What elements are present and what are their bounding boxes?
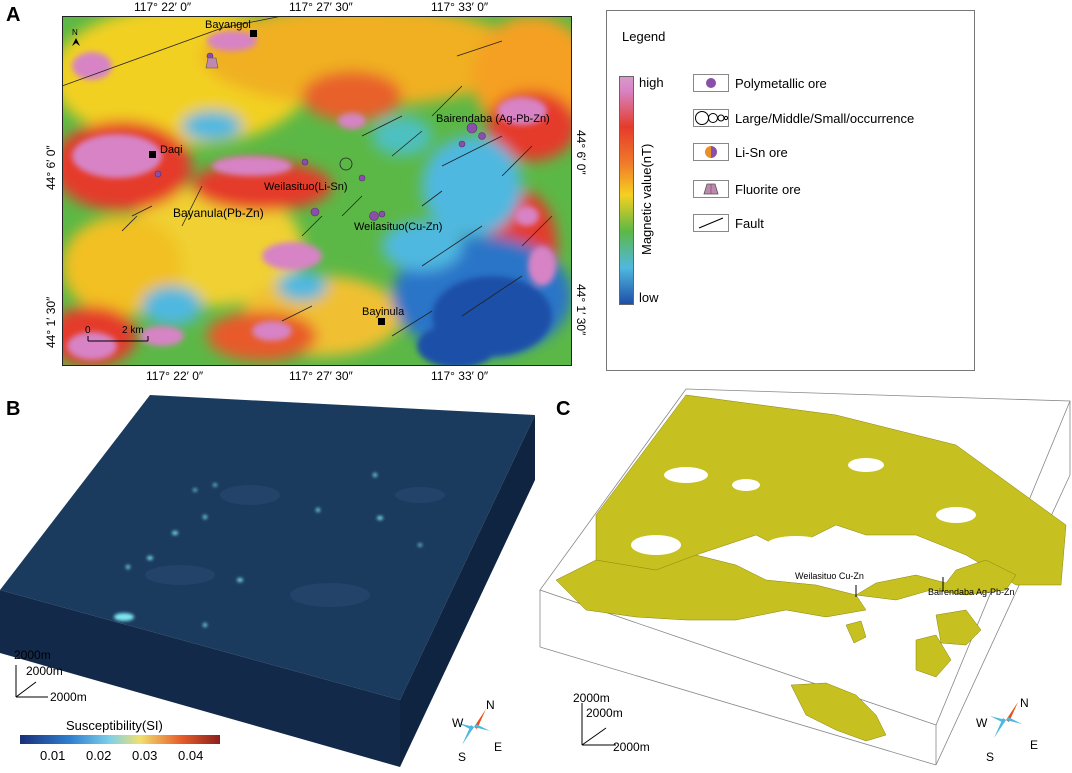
map-scale-bar: 0 2 km <box>85 325 149 342</box>
map-right-coord-1: 44° 6′ 0″ <box>574 130 588 175</box>
colorbar-title: Magnetic value(nT) <box>639 143 654 255</box>
b-scale-depth: 2000m <box>26 664 63 678</box>
panel-label-b: B <box>6 398 21 420</box>
map-bottom-coord-1: 117° 22′ 0″ <box>146 369 204 383</box>
svg-text:0: 0 <box>85 325 91 336</box>
b-compass-e: E <box>494 740 503 754</box>
b-tick-4: 0.04 <box>178 748 204 763</box>
legend-panel: Legend high low Magnetic value(nT) Polym… <box>606 10 975 371</box>
place-bayanula: Bayanula(Pb-Zn) <box>173 206 264 220</box>
purple-dot-icon <box>693 74 729 92</box>
map-left-coord-2: 44° 1′ 30″ <box>44 296 58 348</box>
panel-label-a: A <box>6 4 21 26</box>
b-compass-n: N <box>486 698 495 712</box>
circles-size-icon <box>693 109 729 127</box>
b-compass-s: S <box>458 750 467 764</box>
b-scale-vertical: 2000m <box>14 648 51 662</box>
b-tick-1: 0.01 <box>40 748 66 763</box>
c-scale-vertical: 2000m <box>573 691 610 705</box>
legend-title: Legend <box>622 29 666 44</box>
b-tick-3: 0.03 <box>132 748 158 763</box>
map-right-coord-2: 44° 1′ 30″ <box>574 284 588 336</box>
place-bayinula: Bayinula <box>362 306 405 318</box>
magnetic-anomaly-map: Bayangol Daqi Bayinula Bairendaba (Ag-Pb… <box>62 16 572 366</box>
legend-item-fluorite: Fluorite ore <box>693 180 801 198</box>
b-colorbar-title: Susceptibility(SI) <box>66 718 163 733</box>
compass-b-icon <box>458 709 490 745</box>
c-scale-depth: 2000m <box>586 706 623 720</box>
place-weilasituo-lisn: Weilasituo(Li-Sn) <box>264 181 348 193</box>
map-left-coord-1: 44° 6′ 0″ <box>44 145 58 190</box>
place-bairendaba: Bairendaba (Ag-Pb-Zn) <box>436 113 550 125</box>
b-tick-2: 0.02 <box>86 748 112 763</box>
svg-text:N: N <box>72 28 78 37</box>
magnetic-colorbar <box>619 76 634 305</box>
svg-text:2 km: 2 km <box>122 325 144 336</box>
north-arrow-icon: N <box>72 28 80 46</box>
b-compass-w: W <box>452 716 464 730</box>
place-bayangol: Bayangol <box>205 19 251 31</box>
map-top-coord-1: 117° 22′ 0″ <box>134 0 192 14</box>
panel-label-c: C <box>556 398 571 420</box>
c-label-cuzn: Weilasituo Cu-Zn <box>795 571 864 581</box>
c-scale-horizontal: 2000m <box>613 740 650 754</box>
place-weilasituo-cuzn: Weilasituo(Cu-Zn) <box>354 221 442 233</box>
c-compass-e: E <box>1030 738 1039 752</box>
place-daqi: Daqi <box>160 144 183 156</box>
half-circle-icon <box>693 143 729 161</box>
trapezoid-icon <box>693 180 729 198</box>
c-compass-w: W <box>976 716 988 730</box>
map-bottom-coord-3: 117° 33′ 0″ <box>431 369 489 383</box>
susceptibility-block-3d <box>0 395 535 767</box>
colorbar-high-label: high <box>639 75 664 90</box>
map-bottom-coord-2: 117° 27′ 30″ <box>289 369 353 383</box>
b-scale-horizontal: 2000m <box>50 690 87 704</box>
isosurface-block-3d <box>539 388 1071 766</box>
legend-item-fault: Fault <box>693 214 764 232</box>
map-top-coord-2: 117° 27′ 30″ <box>289 0 353 14</box>
legend-item-polymetallic: Polymetallic ore <box>693 74 827 92</box>
c-compass-s: S <box>986 750 995 764</box>
c-compass-n: N <box>1020 696 1029 710</box>
map-top-coord-3: 117° 33′ 0″ <box>431 0 489 14</box>
legend-item-lisn: Li-Sn ore <box>693 143 788 161</box>
legend-item-size: Large/Middle/Small/occurrence <box>693 109 914 127</box>
colorbar-low-label: low <box>639 290 659 305</box>
compass-c-icon <box>990 702 1022 738</box>
fault-line-icon <box>693 214 729 232</box>
c-label-agpbzn: Bairendaba Ag-Pb-Zn <box>928 587 1015 597</box>
